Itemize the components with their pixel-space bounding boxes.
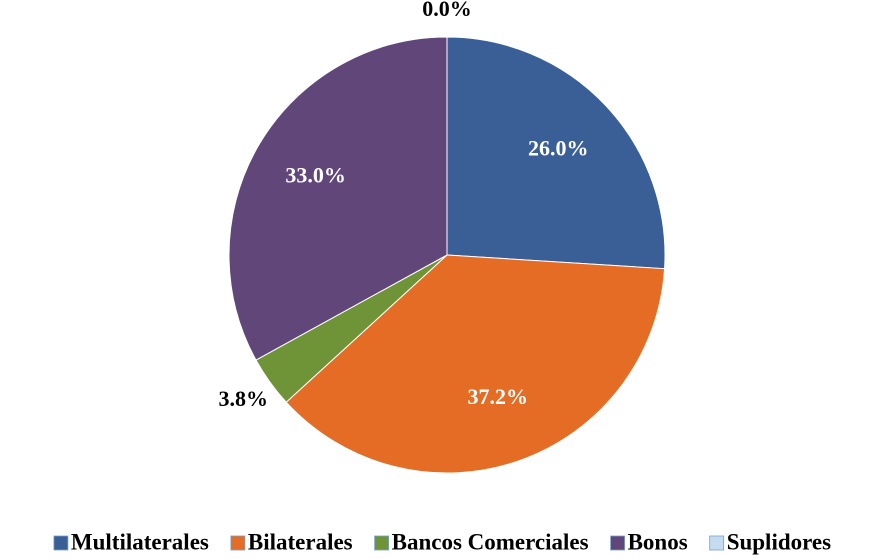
data-label: 3.8% bbox=[219, 386, 269, 411]
data-label: 0.0% bbox=[422, 0, 472, 21]
legend-label: Bilaterales bbox=[248, 529, 353, 554]
pie-slice bbox=[446, 36, 666, 270]
legend-swatch bbox=[230, 535, 246, 551]
legend-label: Bancos Comerciales bbox=[392, 529, 589, 554]
pie-slice bbox=[228, 36, 448, 361]
legend-label: Bonos bbox=[628, 529, 688, 554]
legend-swatch bbox=[374, 535, 390, 551]
data-label: 26.0% bbox=[528, 136, 589, 161]
legend-label: Suplidores bbox=[727, 529, 831, 554]
legend-swatch bbox=[709, 535, 725, 551]
legend: Multilaterales Bilaterales Bancos Comercia… bbox=[53, 529, 831, 554]
pie-slice bbox=[285, 254, 666, 474]
legend-swatch bbox=[610, 535, 625, 551]
data-label: 33.0% bbox=[285, 162, 346, 187]
legend-swatch bbox=[53, 535, 69, 551]
legend-label: Multilaterales bbox=[71, 529, 209, 554]
data-label: 37.2% bbox=[468, 384, 529, 409]
